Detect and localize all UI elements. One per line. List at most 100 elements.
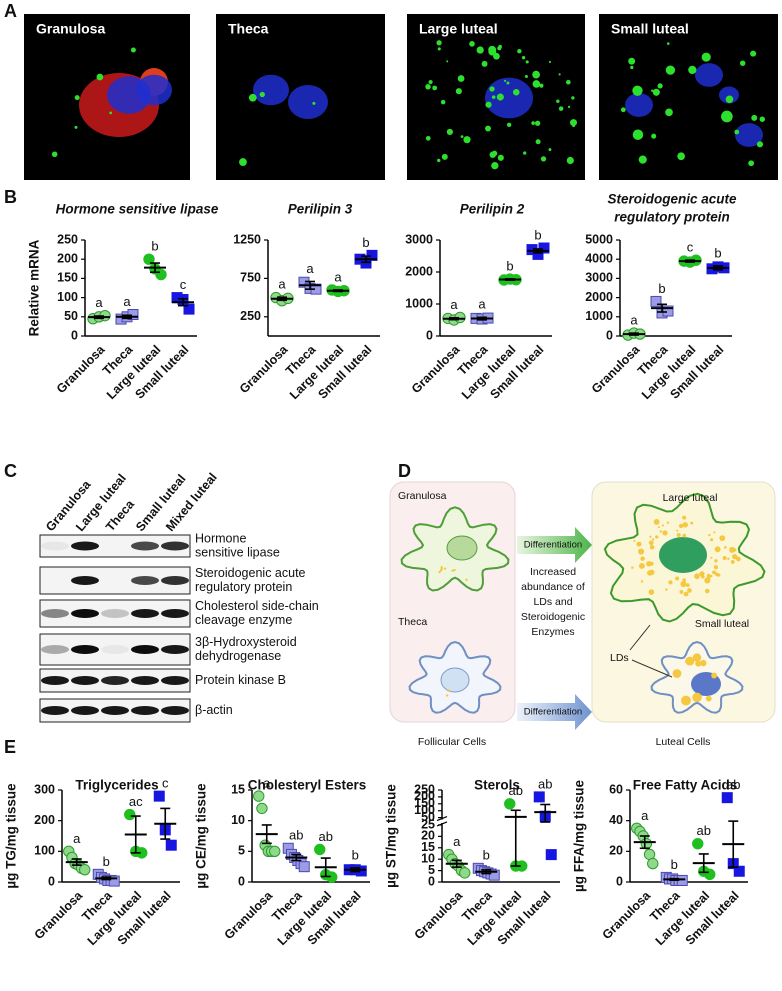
blot-band [161, 576, 189, 585]
lipid-droplet [539, 83, 544, 88]
y-tick-label: 100 [414, 803, 435, 817]
lipid-droplet [699, 571, 705, 577]
significance-letter: a [450, 297, 458, 312]
chart-title: Free Fatty Acids [633, 778, 738, 793]
lipid-droplet [666, 42, 670, 45]
lipid-droplet [438, 570, 441, 574]
nucleus [625, 93, 653, 117]
lipid-droplet [708, 533, 711, 537]
lipid-droplet [446, 60, 449, 63]
lipid-droplet [548, 148, 552, 152]
blot-band [41, 609, 69, 618]
blot-band [161, 609, 189, 618]
lipid-droplet [672, 669, 682, 678]
blot-band [71, 609, 99, 618]
label: Theca [398, 616, 427, 628]
significance-letter: a [73, 831, 81, 846]
blot-band [41, 541, 69, 551]
lipid-droplet [685, 659, 690, 664]
y-tick-label: 150 [414, 796, 435, 810]
data-point [155, 268, 167, 281]
blot-band [161, 676, 189, 685]
y-tick-label: 100 [57, 290, 78, 304]
lipid-droplet [652, 88, 660, 96]
lipid-droplet [662, 530, 668, 536]
nucleus [719, 86, 739, 104]
lipid-droplet [751, 114, 758, 121]
label: Differentiation [524, 707, 582, 718]
y-tick-label: 0 [71, 328, 78, 342]
lipid-droplet [714, 559, 718, 563]
lipid-droplet [437, 158, 441, 163]
diagram: Granulosa Theca Follicular Cells Differe… [389, 481, 776, 748]
protein-label: Cholesterol side-chain [195, 599, 319, 613]
blot-band [161, 645, 189, 654]
significance-letter: a [478, 297, 486, 312]
significance-letter: a [306, 261, 314, 276]
lipid-droplet [679, 589, 684, 594]
lipid-droplet [566, 79, 571, 85]
y-tick-label: 2000 [405, 264, 433, 278]
significance-letter: c [180, 277, 187, 292]
lipid-droplet [705, 695, 712, 702]
data-point [504, 798, 516, 810]
lipid-droplet [756, 141, 764, 148]
lipid-droplet [676, 529, 679, 532]
y-tick-label: 200 [57, 251, 78, 265]
significance-letter: c [162, 776, 169, 791]
label: Luteal Cells [656, 736, 711, 748]
blot-band [101, 609, 129, 618]
lipid-droplet [436, 40, 442, 46]
lipid-droplet [668, 580, 673, 585]
panel-label: D [398, 461, 411, 481]
y-tick-label: 5 [428, 863, 435, 877]
y-tick-label: 50 [421, 810, 435, 824]
blot-strip [39, 599, 191, 628]
significance-letter: ab [697, 823, 711, 838]
arrow [517, 694, 592, 730]
lipid-droplet [548, 60, 552, 64]
y-tick-label: 20 [421, 829, 435, 843]
protein-label: cleavage enzyme [195, 613, 292, 627]
nucleus [136, 74, 172, 106]
data-point [314, 843, 326, 856]
significance-letter: ab [509, 783, 523, 798]
lipid-droplet [440, 566, 443, 569]
lipid-droplet [632, 129, 644, 140]
data-point [143, 253, 155, 265]
lipid-droplet [692, 692, 702, 703]
data-point [79, 864, 91, 876]
significance-letter: a [641, 808, 649, 823]
data-point [459, 867, 471, 879]
label: Follicular Cells [418, 736, 486, 748]
lipid-droplet [441, 153, 448, 160]
y-tick-label: 150 [57, 271, 78, 285]
lipid-droplet [453, 568, 456, 572]
y-tick-label: 15 [231, 782, 245, 796]
data-point [269, 845, 281, 858]
lipid-droplet [695, 660, 702, 667]
y-tick-label: 10 [421, 851, 435, 865]
lipid-droplet [632, 85, 643, 96]
nucleus [695, 63, 723, 87]
lipid-droplet [491, 95, 496, 99]
lipid-droplet [493, 52, 500, 60]
blot-band [131, 706, 159, 715]
lipid-droplet [631, 566, 634, 569]
lipid-droplet [96, 73, 104, 81]
data-point [704, 868, 716, 881]
y-tick-label: 1000 [405, 296, 433, 310]
lipid-droplet [651, 89, 654, 92]
y-tick-label: 10 [231, 813, 245, 827]
lipid-droplet [567, 105, 571, 108]
lipid-droplet [677, 152, 685, 161]
lipid-droplet [445, 694, 449, 697]
blot-band [131, 576, 159, 585]
lipid-droplet [734, 129, 740, 135]
lipid-droplet [649, 544, 655, 550]
lipid-droplet [694, 573, 700, 580]
protein-label: β-actin [195, 703, 233, 717]
chart-title: Sterols [474, 778, 520, 793]
lipid-droplet [558, 73, 561, 76]
blot-band [101, 706, 129, 715]
